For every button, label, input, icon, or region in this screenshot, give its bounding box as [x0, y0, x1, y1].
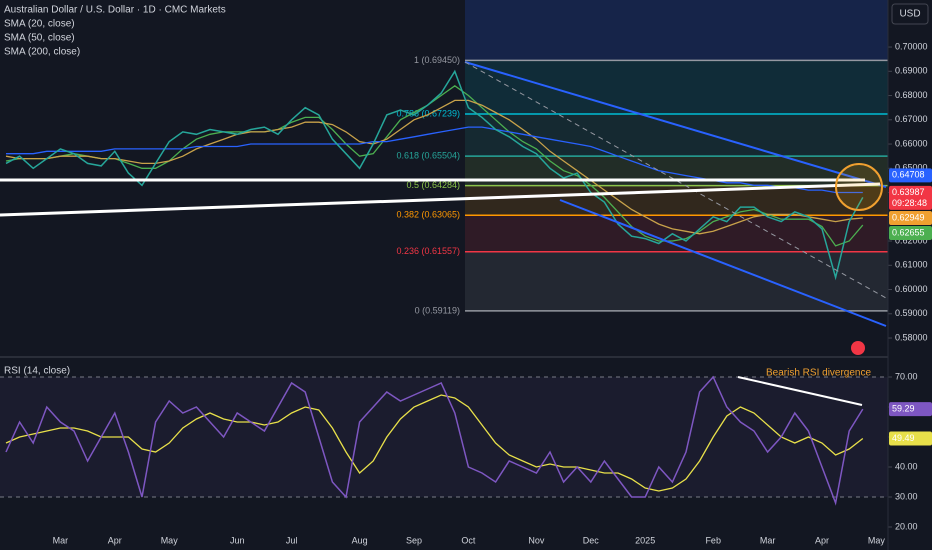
price-badge: [889, 185, 932, 210]
legend-entry: SMA (200, close): [4, 47, 80, 58]
price-badge-label: 0.62655: [892, 227, 925, 237]
x-tick-label: Dec: [583, 535, 600, 545]
y-tick-label: 40.00: [895, 461, 918, 471]
price-line: [5, 375, 864, 506]
x-tick-label: Apr: [108, 535, 122, 545]
fib-label: 0 (0.59119): [415, 305, 460, 315]
y-tick-label: 0.65000: [895, 163, 928, 173]
indicator-line: [5, 99, 863, 235]
channel-upper: [464, 61, 887, 188]
x-tick-label: Mar: [53, 535, 69, 545]
price-badge: [889, 211, 932, 226]
price-badge: [889, 402, 932, 417]
currency: USD: [899, 9, 920, 20]
legend-entry: SMA (50, close): [4, 33, 75, 44]
y-tick-label: 0.58000: [895, 332, 928, 342]
fib-zone: [465, 251, 888, 311]
x-tick-label: Jul: [286, 535, 298, 545]
y-tick-label: 0.59000: [895, 308, 928, 318]
price-badge-label: 0.64708: [892, 170, 925, 180]
x-tick-label: Feb: [705, 535, 721, 545]
fib-label: 0.236 (0.61557): [396, 246, 460, 256]
x-tick-label: May: [868, 535, 886, 545]
countdown: 09:28:48: [892, 198, 927, 208]
y-tick-label: 0.62000: [895, 235, 928, 245]
y-tick-label: 0.66000: [895, 138, 928, 148]
y-tick-label: 0.69000: [895, 66, 928, 76]
fib-zone: [465, 215, 888, 252]
fib-label: 0.5 (0.64284): [406, 180, 460, 190]
x-tick-label: Jun: [230, 535, 245, 545]
event-icon[interactable]: [851, 341, 865, 355]
chart-title: Australian Dollar / U.S. Dollar · 1D · C…: [4, 5, 226, 16]
y-tick-label: 0.68000: [895, 90, 928, 100]
highlight-circle: [835, 163, 883, 211]
price-badge-label: 0.62949: [892, 212, 925, 222]
price-badge-label: 49.49: [892, 433, 915, 443]
x-tick-label: Oct: [461, 535, 476, 545]
x-tick-label: Nov: [528, 535, 545, 545]
price-badge: [889, 168, 932, 183]
background: [0, 0, 888, 497]
rsi-title: RSI (14, close): [4, 366, 70, 377]
y-tick-label: 70.00: [895, 371, 918, 381]
fib-label: 0.618 (0.65504): [396, 150, 460, 160]
x-tick-label: Sep: [406, 535, 422, 545]
plot-layer: Mar Apr May Jun Jul Aug Sep Oct Nov Dec 2025 Feb Mar…: [0, 19, 932, 545]
y-tick-label: 0.70000: [895, 41, 928, 51]
currency-box[interactable]: [891, 3, 929, 25]
y-tick-label: 0.67000: [895, 114, 928, 124]
y-tick-label: 0.60000: [895, 284, 928, 294]
price-badge-label: 59.29: [892, 404, 915, 414]
price-line: [5, 69, 864, 281]
price-badge-label: 0.63987: [892, 187, 925, 197]
y-tick-label: 20.00: [895, 521, 918, 531]
price-badge: [889, 431, 932, 446]
y-tick-label: 30.00: [895, 491, 918, 501]
fib-top-zone: [465, 0, 888, 61]
legend-entry: SMA (20, close): [4, 19, 75, 30]
indicator-line: [6, 126, 863, 194]
fib-label: 0.786 (0.67239): [396, 108, 460, 118]
rsi-band: [0, 377, 888, 497]
fib-label: 0.382 (0.63065): [396, 210, 460, 220]
y-tick-label: 0.61000: [895, 260, 928, 270]
x-tick-label: Apr: [815, 535, 829, 545]
fib-zone: [465, 60, 888, 114]
trend-line: [0, 182, 881, 217]
fib-label: 1 (0.69450): [414, 55, 460, 65]
x-tick-label: Mar: [760, 535, 776, 545]
x-tick-label: 2025: [635, 535, 655, 545]
x-tick-label: Aug: [352, 535, 368, 545]
channel-lower: [559, 199, 887, 327]
x-tick-label: May: [161, 535, 179, 545]
indicator-line: [5, 394, 864, 492]
annotation: Bearish RSI divergence: [766, 368, 871, 379]
price-badge: [889, 226, 932, 241]
divergence-line: [737, 376, 863, 406]
